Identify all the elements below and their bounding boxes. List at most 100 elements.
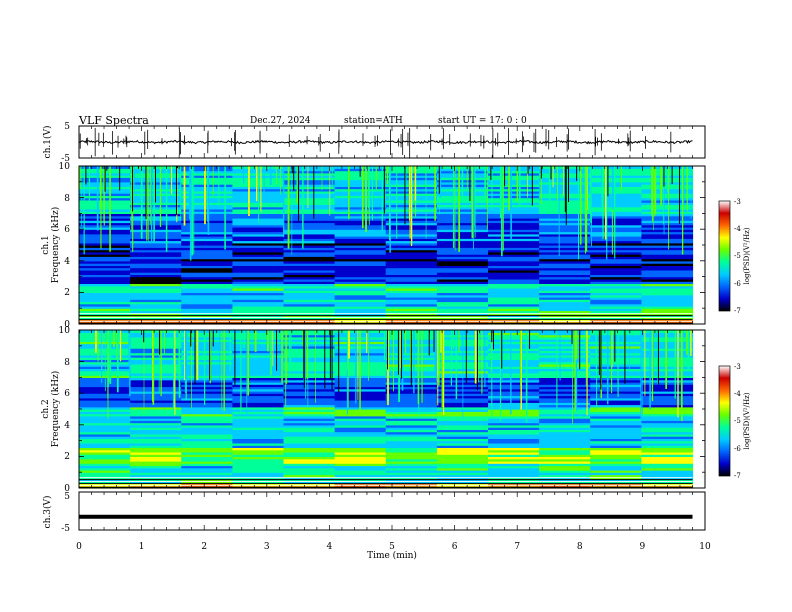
spectrogram-cell [590, 211, 642, 214]
spectrogram-cell [181, 170, 233, 174]
spectrogram-cell [334, 236, 387, 239]
spectrogram-cell [79, 339, 131, 342]
spectrogram-cell [641, 247, 694, 251]
spectrogram-cell [590, 292, 642, 296]
spectrogram-cell [590, 427, 642, 430]
spectrogram-cell [488, 278, 540, 282]
spectrogram-cell [539, 442, 591, 446]
spectrogram-cell [539, 334, 591, 338]
spectrogram-cell [130, 301, 182, 305]
spectrogram-cell [334, 276, 387, 280]
spectrogram-cell [79, 348, 131, 351]
spectrogram-cell [79, 272, 131, 275]
spectrogram-cell [130, 472, 182, 476]
spectrogram-cell [79, 343, 131, 347]
spectrogram-cell [590, 458, 642, 462]
time-axis-ticks [78, 126, 706, 530]
spectrogram-cell [539, 427, 591, 430]
spectrogram-cell [590, 240, 642, 244]
spectrogram-cell [436, 263, 489, 266]
spectrogram-cell [488, 411, 540, 415]
spectrogram-cell [641, 290, 694, 293]
spectrogram-cell [130, 208, 182, 212]
spectrogram-cell [79, 350, 131, 354]
spectrogram-cell [130, 256, 182, 260]
spectrogram-cell [539, 341, 591, 345]
spectrogram-cell [641, 400, 694, 403]
spectrogram-cell [590, 420, 642, 424]
spectrogram-cell [590, 287, 642, 291]
ch1-waveform-trace [78, 139, 693, 145]
spectrogram-cell [539, 424, 591, 428]
spectrogram-cell [590, 479, 642, 482]
spectrogram-cell [130, 479, 182, 482]
ch2-colorbar-label: log(PSD)(V²/Hz) [743, 392, 751, 449]
spectrogram-cell [232, 260, 285, 264]
spectrogram-cell [130, 393, 182, 397]
spectrogram-cell [590, 415, 642, 419]
spectrogram-cell [79, 454, 131, 457]
spectrogram-cell [130, 388, 182, 392]
spectrogram-cell [79, 267, 131, 271]
spectrogram-cell [436, 315, 489, 318]
spectrogram-cell [488, 303, 540, 307]
spectrogram-cell [334, 308, 387, 312]
spectrogram-cell [436, 308, 489, 312]
spectrogram-cell [232, 315, 285, 318]
spectrogram-cell [488, 245, 540, 248]
spectrogram-cell [79, 265, 131, 269]
spectrogram-cell [181, 254, 233, 257]
spectrogram-cell [181, 299, 233, 303]
spectrogram-cell [641, 305, 694, 309]
spectrogram-cell [283, 308, 336, 312]
spectrogram-cell [130, 436, 182, 439]
spectrogram-cell [79, 303, 131, 307]
spectrogram-cell [181, 350, 233, 354]
spectrogram-cell [436, 479, 489, 482]
spectrogram-cell [283, 229, 336, 233]
spectrogram-cell [539, 433, 591, 437]
spectrogram-cell [539, 370, 591, 374]
spectrogram-cell [232, 447, 285, 451]
spectrogram-cell [334, 199, 387, 203]
spectrogram-cell [590, 467, 642, 471]
spectrogram-cell [590, 474, 642, 478]
spectrogram-cell [130, 290, 182, 293]
spectrogram-cell [539, 217, 591, 221]
spectrogram-cell [641, 256, 694, 260]
spectrogram-cell [539, 438, 591, 442]
spectrogram-cell [436, 418, 489, 421]
spectrogram-cell [436, 440, 489, 444]
spectrogram-cell [488, 166, 540, 169]
spectrogram-cell [641, 429, 694, 433]
spectrogram-cell [79, 195, 131, 199]
spectrogram-cell [79, 431, 131, 435]
spectrogram-cell [79, 411, 131, 415]
spectrogram-cell [590, 431, 642, 435]
spectrogram-cell [436, 267, 489, 271]
spectrogram-cell [641, 424, 694, 428]
spectrogram-cell [385, 431, 438, 435]
spectrogram-cell [130, 395, 182, 399]
spectrogram-cell [79, 359, 131, 363]
spectrogram-cell [488, 197, 540, 201]
spectrogram-cell [232, 375, 285, 378]
spectrogram-cell [539, 308, 591, 312]
spectrogram-cell [283, 260, 336, 264]
spectrogram-cell [590, 199, 642, 203]
spectrogram-cell [79, 238, 131, 242]
spectrogram-cell [79, 354, 131, 358]
spectrogram-cell [232, 274, 285, 278]
spectrogram-cell [590, 236, 642, 239]
spectrogram-cell [488, 283, 540, 287]
spectrogram-cell [539, 445, 591, 448]
spectrogram-cell [590, 197, 642, 201]
spectrogram-cell [488, 386, 540, 390]
spectrogram-cell [232, 427, 285, 430]
spectrogram-cell [539, 305, 591, 309]
spectrogram-cell [539, 233, 591, 237]
spectrogram-cell [130, 451, 182, 455]
spectrogram-cell [641, 481, 694, 485]
ch2-colorbar-tick-m5: -5 [734, 417, 741, 425]
spectrogram-cell [181, 184, 233, 187]
